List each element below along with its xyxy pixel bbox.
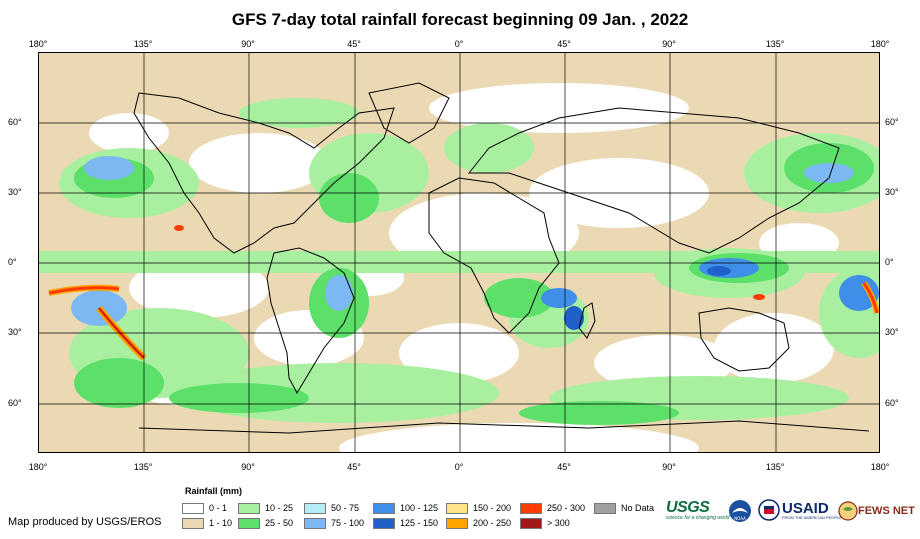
legend-item-0-1: 0 - 1 — [182, 502, 227, 514]
legend-label: 10 - 25 — [265, 503, 294, 513]
lat-label-left-60n: 60° — [8, 117, 22, 127]
legend-item-no-data: No Data — [594, 502, 654, 514]
lat-label-right-60s: 60° — [885, 398, 899, 408]
lon-label-top-45w: 45° — [347, 39, 361, 49]
legend-item-250-300: 250 - 300 — [520, 502, 585, 514]
legend-label: 25 - 50 — [265, 518, 294, 528]
legend-swatch — [182, 517, 204, 529]
legend-swatch — [238, 517, 260, 529]
legend-item-150-200: 150 - 200 — [446, 502, 511, 514]
legend-label: 250 - 300 — [547, 503, 586, 513]
legend-item-50-75: 50 - 75 — [304, 502, 359, 514]
legend-swatch — [520, 517, 542, 529]
lon-label-bottom-45w: 45° — [347, 462, 361, 472]
rainfall-map-canvas — [39, 53, 879, 452]
legend-label: 150 - 200 — [473, 503, 512, 513]
usgs-logo: USGS science for a changing world — [666, 500, 729, 521]
noaa-emblem-icon: NOAA — [729, 500, 751, 522]
lon-label-bottom-0: 0° — [454, 462, 464, 472]
legend-label: 50 - 75 — [331, 503, 360, 513]
rainfall-map — [38, 52, 880, 453]
noaa-logo: NOAA — [728, 499, 752, 523]
legend-label: No Data — [621, 503, 655, 513]
legend-swatch — [520, 502, 542, 514]
legend-item-200-250: 200 - 250 — [446, 517, 511, 529]
usaid-seal-icon — [758, 499, 780, 521]
lon-label-bottom-90e: 90° — [662, 462, 676, 472]
legend-swatch — [446, 517, 468, 529]
legend-label: > 300 — [547, 518, 570, 528]
legend-label: 100 - 125 — [400, 503, 439, 513]
graticule — [39, 53, 879, 452]
usaid-logo-text: USAID — [782, 499, 829, 517]
legend-title: Rainfall (mm) — [185, 486, 243, 496]
lat-label-right-0: 0° — [885, 257, 894, 267]
lon-label-top-45e: 45° — [557, 39, 571, 49]
coastlines — [133, 82, 870, 434]
legend-swatch — [238, 502, 260, 514]
usaid-tagline: FROM THE AMERICAN PEOPLE — [782, 514, 842, 520]
legend-swatch — [373, 517, 395, 529]
lon-label-bottom-135w: 135° — [133, 462, 153, 472]
lon-label-bottom-180e: 180° — [870, 462, 890, 472]
lon-label-bottom-90w: 90° — [241, 462, 255, 472]
lon-label-top-90w: 90° — [241, 39, 255, 49]
lon-label-bottom-135e: 135° — [765, 462, 785, 472]
legend-swatch — [373, 502, 395, 514]
fews-net-text: FEWS NET — [858, 505, 915, 517]
lon-label-top-135w: 135° — [133, 39, 153, 49]
legend-swatch — [446, 502, 468, 514]
usgs-tagline: science for a changing world — [666, 515, 730, 521]
legend-item-over-300: > 300 — [520, 517, 570, 529]
legend-item-1-10: 1 - 10 — [182, 517, 232, 529]
legend-label: 0 - 1 — [209, 503, 228, 513]
rain-intense-zones — [71, 156, 879, 330]
legend-swatch — [304, 502, 326, 514]
lon-label-top-180w: 180° — [28, 39, 48, 49]
lon-label-bottom-45e: 45° — [557, 462, 571, 472]
usgs-logo-text: USGS — [666, 499, 710, 516]
credit-text: Map produced by USGS/EROS — [8, 516, 162, 528]
legend-item-125-150: 125 - 150 — [373, 517, 438, 529]
legend-swatch — [182, 502, 204, 514]
legend-item-25-50: 25 - 50 — [238, 517, 293, 529]
usaid-logo: USAID FROM THE AMERICAN PEOPLE — [758, 499, 842, 521]
legend-swatch — [594, 502, 616, 514]
lat-label-left-60s: 60° — [8, 398, 22, 408]
lat-label-left-0: 0° — [8, 257, 17, 267]
lat-label-left-30s: 30° — [8, 327, 22, 337]
legend-label: 200 - 250 — [473, 518, 512, 528]
legend-item-100-125: 100 - 125 — [373, 502, 438, 514]
legend-label: 125 - 150 — [400, 518, 439, 528]
lon-label-bottom-180w: 180° — [28, 462, 48, 472]
lon-label-top-0: 0° — [454, 39, 464, 49]
fews-globe-icon — [838, 501, 858, 521]
lat-label-right-60n: 60° — [885, 117, 899, 127]
lon-label-top-180e: 180° — [870, 39, 890, 49]
lat-label-right-30n: 30° — [885, 187, 899, 197]
noaa-text: NOAA — [734, 516, 746, 521]
legend-item-75-100: 75 - 100 — [304, 517, 364, 529]
legend-item-10-25: 10 - 25 — [238, 502, 293, 514]
lon-label-top-135e: 135° — [765, 39, 785, 49]
map-title: GFS 7-day total rainfall forecast beginn… — [231, 10, 689, 29]
lat-label-left-30n: 30° — [8, 187, 22, 197]
legend-swatch — [304, 517, 326, 529]
lon-label-top-90e: 90° — [662, 39, 676, 49]
legend-label: 1 - 10 — [209, 518, 233, 528]
legend-label: 75 - 100 — [331, 518, 365, 528]
fews-net-logo: FEWS NET — [838, 501, 915, 521]
lat-label-right-30s: 30° — [885, 327, 899, 337]
